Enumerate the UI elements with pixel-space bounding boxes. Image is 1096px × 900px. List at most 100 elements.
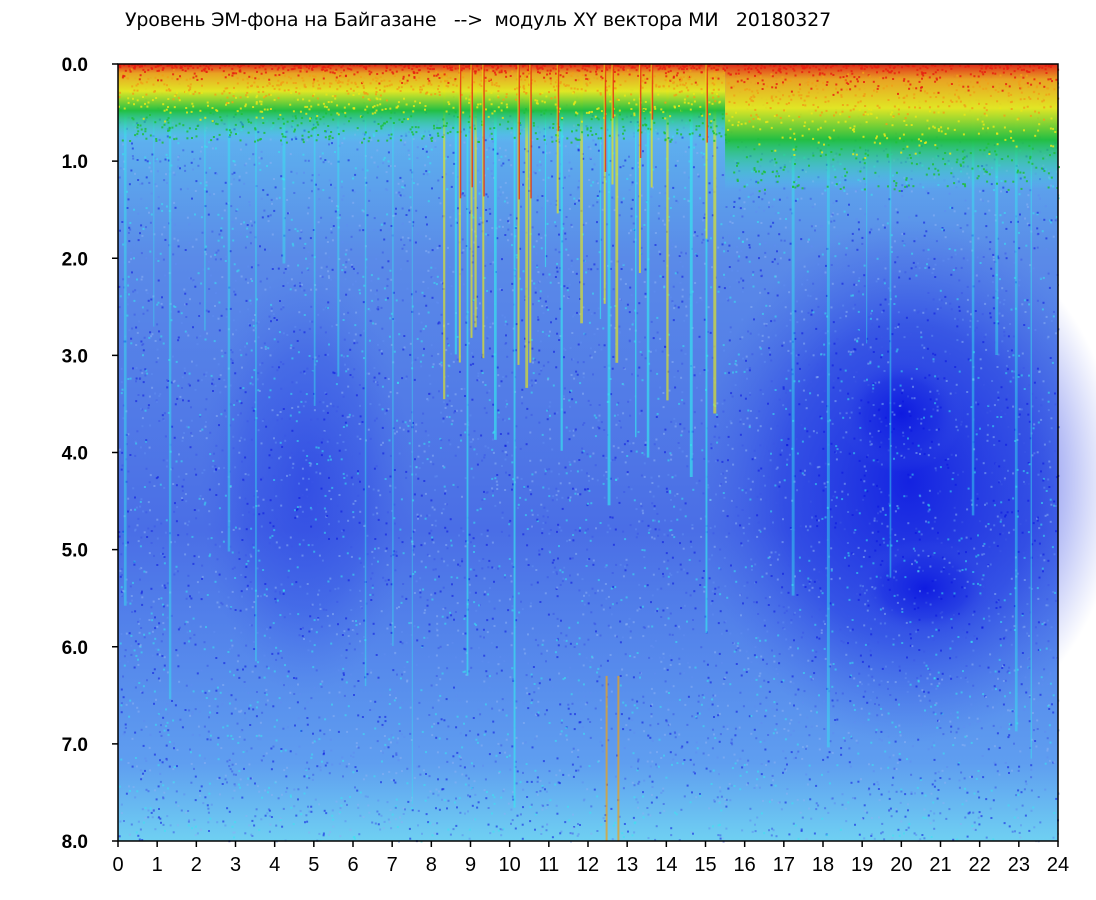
heatmap-cell: [150, 542, 153, 544]
heatmap-cell: [558, 545, 560, 548]
heatmap-cell: [815, 725, 818, 727]
heatmap-cell: [784, 769, 787, 772]
heatmap-cell: [1018, 193, 1021, 196]
heatmap-cell: [454, 656, 457, 659]
heatmap-cell: [574, 492, 577, 495]
heatmap-cell: [501, 516, 504, 519]
heatmap-cell: [253, 601, 256, 603]
heatmap-cell: [425, 250, 428, 253]
heatmap-cell: [151, 619, 154, 622]
heatmap-cell: [719, 593, 722, 596]
heatmap-cell: [356, 472, 359, 475]
heatmap-cell: [271, 268, 274, 270]
heatmap-cell: [891, 721, 894, 724]
heatmap-cell: [163, 486, 166, 489]
heatmap-cell: [119, 569, 122, 572]
heatmap-cell: [530, 413, 533, 416]
heatmap-cell: [341, 634, 344, 636]
heatmap-cell: [1036, 517, 1038, 520]
heatmap-cell: [716, 796, 719, 799]
heatmap-cell: [168, 359, 171, 361]
heatmap-cell: [189, 630, 191, 633]
heatmap-cell: [567, 774, 570, 777]
heatmap-cell: [571, 358, 573, 361]
heatmap-cell: [763, 619, 766, 622]
heatmap-cell: [847, 615, 850, 618]
heatmap-cell: [641, 605, 644, 608]
heatmap-cell: [356, 272, 359, 275]
heatmap-cell: [841, 803, 844, 806]
heatmap-cell: [1031, 405, 1034, 408]
heatmap-cell: [541, 330, 544, 333]
heatmap-cell: [147, 407, 150, 409]
heatmap-cell: [448, 439, 451, 442]
heatmap-cell: [746, 417, 749, 420]
heatmap-cell: [193, 555, 196, 558]
heatmap-cell: [229, 758, 232, 761]
heatmap-cell: [168, 272, 171, 275]
heatmap-cell: [593, 163, 596, 166]
heatmap-cell: [381, 385, 384, 388]
heatmap-cell: [425, 170, 428, 173]
heatmap-cell: [1041, 567, 1044, 570]
heatmap-cell: [872, 387, 875, 390]
heatmap-cell: [427, 287, 430, 290]
heatmap-cell: [324, 159, 327, 161]
heatmap-cell: [555, 487, 558, 490]
heatmap-cell: [669, 751, 672, 754]
heatmap-cell: [905, 829, 908, 831]
heatmap-cell: [419, 330, 422, 333]
heatmap-cell: [826, 834, 829, 836]
heatmap-cell: [281, 697, 284, 700]
heatmap-cell: [198, 315, 201, 317]
heatmap-cell: [270, 320, 272, 323]
heatmap-cell: [883, 282, 886, 285]
heatmap-cell: [744, 566, 747, 569]
heatmap-cell: [891, 784, 894, 787]
heatmap-cell: [880, 707, 883, 710]
heatmap-cell: [350, 754, 352, 757]
heatmap-cell: [979, 584, 982, 587]
heatmap-cell: [952, 614, 955, 616]
heatmap-cell: [797, 750, 800, 753]
heatmap-cell: [161, 761, 164, 764]
heatmap-cell: [922, 356, 924, 359]
heatmap-cell: [409, 239, 412, 242]
heatmap-cell: [719, 568, 722, 571]
heatmap-cell: [731, 767, 734, 770]
heatmap-cell: [724, 241, 727, 244]
heatmap-cell: [1015, 485, 1018, 488]
heatmap-cell: [948, 192, 951, 195]
heatmap-cell: [486, 290, 489, 292]
heatmap-cell: [904, 576, 907, 579]
heatmap-cell: [287, 670, 290, 673]
heatmap-cell: [376, 810, 379, 813]
heatmap-cell: [752, 200, 755, 203]
heatmap-cell: [268, 327, 271, 330]
heatmap-cell: [461, 192, 464, 195]
heatmap-cell: [233, 566, 236, 569]
heatmap-cell: [221, 355, 224, 358]
heatmap-cell: [643, 475, 646, 478]
heatmap-cell: [184, 303, 187, 306]
heatmap-cell: [182, 478, 185, 481]
heatmap-cell: [424, 492, 427, 495]
heatmap-cell: [865, 469, 867, 472]
heatmap-cell: [459, 764, 462, 767]
heatmap-cell: [309, 464, 312, 467]
heatmap-cell: [745, 491, 748, 494]
heatmap-cell: [273, 317, 276, 319]
heatmap-cell: [330, 222, 333, 225]
heatmap-cell: [754, 456, 757, 459]
heatmap-cell: [838, 577, 841, 580]
heatmap-cell: [204, 375, 207, 378]
heatmap-cell: [491, 438, 494, 441]
heatmap-cell: [430, 266, 433, 269]
heatmap-cell: [585, 518, 588, 521]
heatmap-cell: [1014, 406, 1017, 409]
heatmap-cell: [747, 759, 750, 762]
heatmap-cell: [158, 679, 161, 682]
heatmap-cell: [587, 146, 590, 149]
heatmap-cell: [960, 771, 963, 774]
heatmap-cell: [1018, 284, 1021, 287]
